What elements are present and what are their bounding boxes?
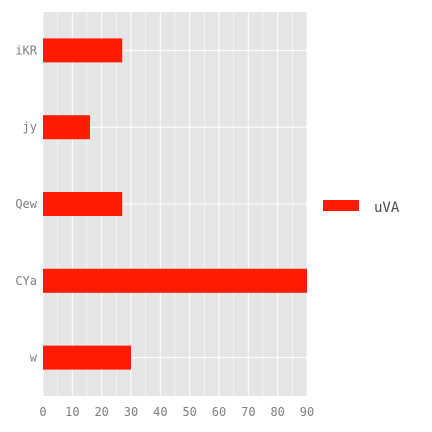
x-tick-label: 30 bbox=[124, 405, 138, 419]
y-tick-label: CYa bbox=[15, 274, 37, 288]
y-tick-label: Qew bbox=[15, 197, 37, 211]
x-tick-label: 80 bbox=[270, 405, 284, 419]
x-tick-label: 90 bbox=[300, 405, 314, 419]
bar-iKR bbox=[43, 38, 123, 63]
bar-jy bbox=[43, 115, 90, 140]
x-tick-label: 60 bbox=[212, 405, 226, 419]
bar-Qew bbox=[43, 192, 123, 216]
y-tick-label: iKR bbox=[15, 43, 37, 57]
x-tick-label: 20 bbox=[94, 405, 108, 419]
category-axis-labels: iKR jy Qew CYa w bbox=[15, 43, 37, 364]
bar-CYa bbox=[43, 268, 307, 293]
x-tick-label: 70 bbox=[241, 405, 255, 419]
bar-series-uva bbox=[43, 38, 307, 370]
legend: uVA bbox=[323, 200, 400, 216]
legend-label-uva: uVA bbox=[374, 200, 400, 216]
x-tick-label: 0 bbox=[39, 405, 46, 419]
y-tick-label: w bbox=[30, 351, 38, 365]
y-tick-label: jy bbox=[23, 120, 37, 134]
x-tick-label: 40 bbox=[153, 405, 167, 419]
value-axis-labels: 0 10 20 30 40 50 60 70 80 90 bbox=[39, 405, 314, 419]
x-tick-label: 50 bbox=[182, 405, 196, 419]
x-tick-label: 10 bbox=[65, 405, 79, 419]
bar-w bbox=[43, 345, 131, 370]
legend-swatch-uva bbox=[323, 200, 359, 211]
